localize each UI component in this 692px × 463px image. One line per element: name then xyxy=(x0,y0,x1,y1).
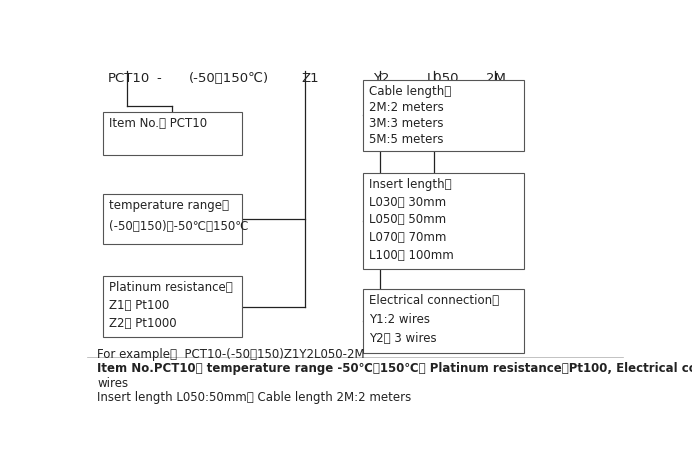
Text: L070： 70mm: L070： 70mm xyxy=(369,231,446,244)
Text: Y2: Y2 xyxy=(374,72,390,85)
Text: Insert length：: Insert length： xyxy=(369,177,452,190)
Text: Z1: Z1 xyxy=(301,72,318,85)
Text: 2M: 2M xyxy=(486,72,506,85)
Text: Insert length L050:50mm， Cable length 2M:2 meters: Insert length L050:50mm， Cable length 2M… xyxy=(97,390,412,403)
Text: 2M:2 meters: 2M:2 meters xyxy=(369,101,444,114)
FancyBboxPatch shape xyxy=(363,81,524,152)
Text: -: - xyxy=(156,72,161,85)
FancyBboxPatch shape xyxy=(363,289,524,353)
Text: PCT10: PCT10 xyxy=(108,72,150,85)
FancyBboxPatch shape xyxy=(102,113,242,156)
Text: (-50～150℃): (-50～150℃) xyxy=(188,72,268,85)
Text: For example：  PCT10-(-50～150)Z1Y2L050-2M: For example： PCT10-(-50～150)Z1Y2L050-2M xyxy=(97,347,365,360)
Text: L050： 50mm: L050： 50mm xyxy=(369,213,446,226)
Text: Y2： 3 wires: Y2： 3 wires xyxy=(369,331,437,344)
Text: Electrical connection：: Electrical connection： xyxy=(369,294,499,307)
Text: 3M:3 meters: 3M:3 meters xyxy=(369,117,444,130)
Text: Item No.： PCT10: Item No.： PCT10 xyxy=(109,117,207,130)
Text: (-50～150)：-50℃～150℃: (-50～150)：-50℃～150℃ xyxy=(109,219,248,232)
Text: L050: L050 xyxy=(427,72,459,85)
FancyBboxPatch shape xyxy=(363,173,524,269)
Text: wires: wires xyxy=(97,376,128,389)
Text: Item No.PCT10， temperature range -50℃～150℃， Platinum resistance：Pt100, Electrica: Item No.PCT10， temperature range -50℃～15… xyxy=(97,362,692,375)
Text: temperature range：: temperature range： xyxy=(109,199,229,212)
Text: L100： 100mm: L100： 100mm xyxy=(369,248,454,261)
FancyBboxPatch shape xyxy=(102,276,242,337)
Text: L030： 30mm: L030： 30mm xyxy=(369,195,446,208)
Text: Z1： Pt100: Z1： Pt100 xyxy=(109,299,170,312)
Text: Z2： Pt1000: Z2： Pt1000 xyxy=(109,316,176,329)
FancyBboxPatch shape xyxy=(102,194,242,244)
Text: 5M:5 meters: 5M:5 meters xyxy=(369,133,444,146)
Text: Platinum resistance：: Platinum resistance： xyxy=(109,281,233,294)
Text: Cable length：: Cable length： xyxy=(369,85,451,98)
Text: Y1:2 wires: Y1:2 wires xyxy=(369,312,430,325)
